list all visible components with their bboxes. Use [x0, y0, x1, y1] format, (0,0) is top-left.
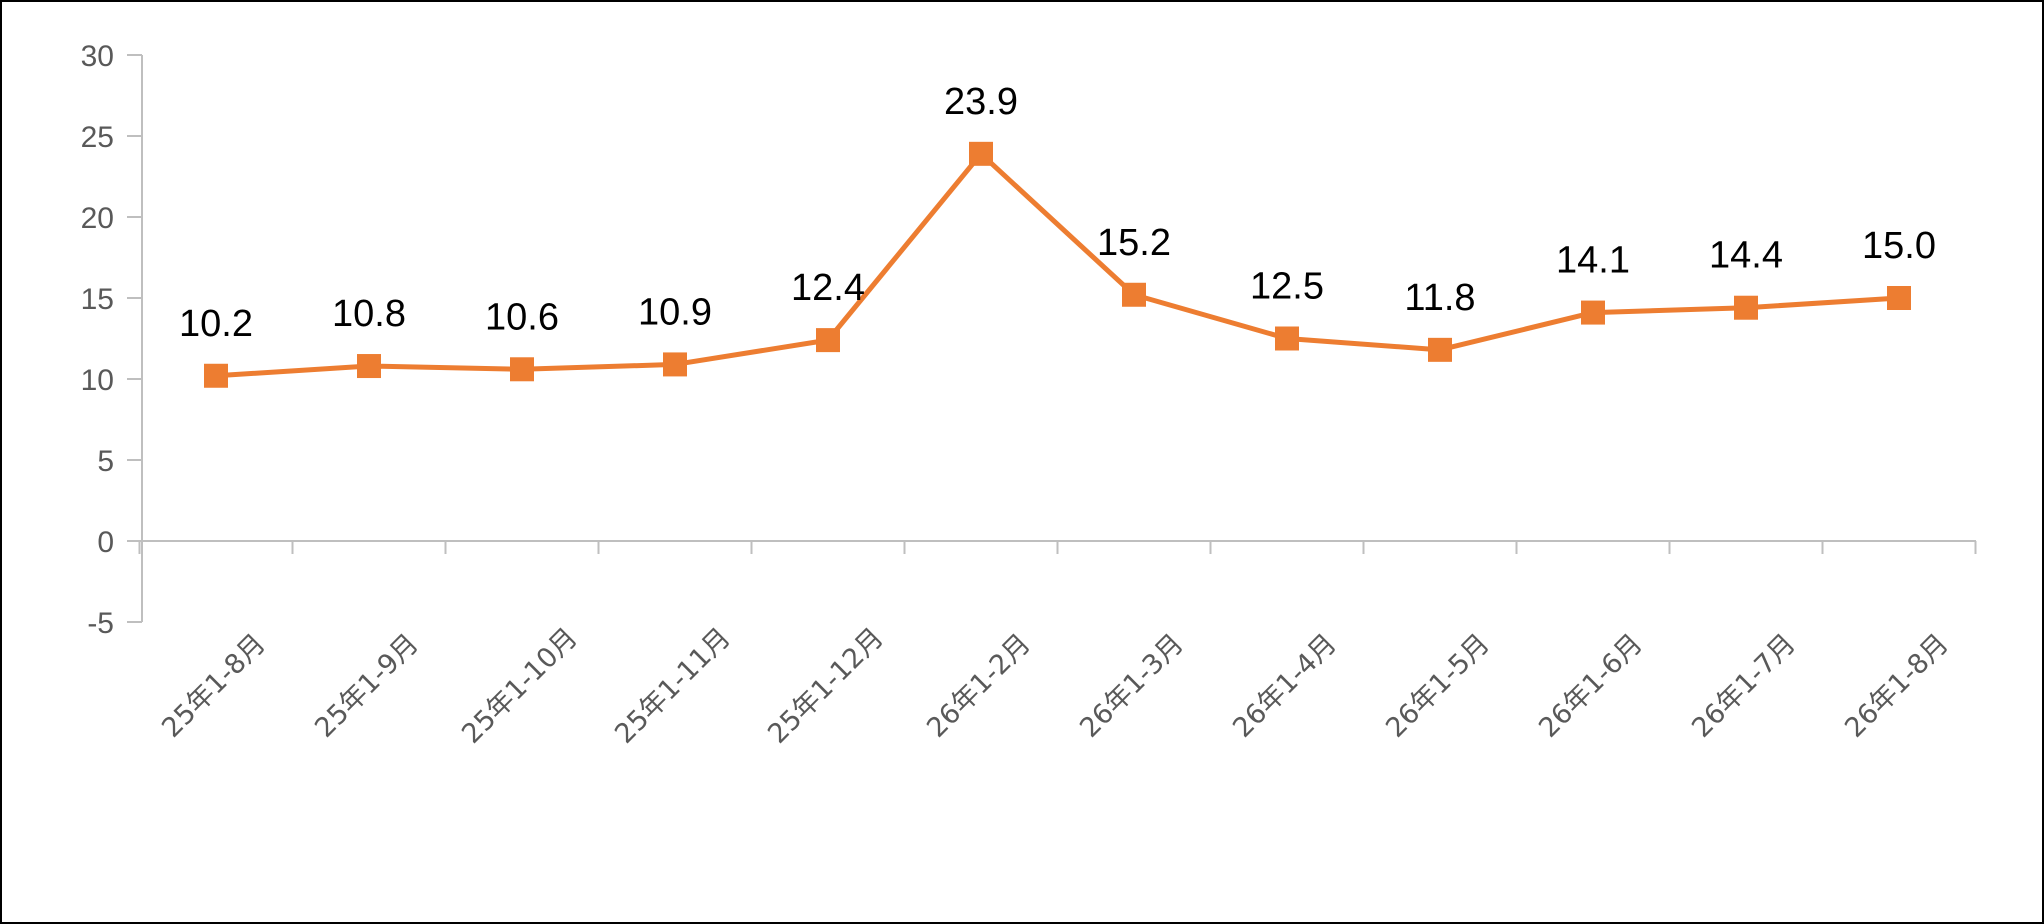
x-category-label: 25年1-8月 — [156, 628, 272, 744]
y-tick-label: 25 — [81, 121, 114, 154]
series-line — [215, 151, 1900, 379]
y-tick-label: 20 — [81, 202, 114, 235]
y-tick-label: 0 — [97, 526, 114, 559]
data-point-marker — [663, 352, 687, 377]
y-tick-label: 5 — [97, 445, 114, 478]
x-category-label: 25年1-12月 — [762, 622, 890, 750]
data-label: 12.4 — [791, 267, 865, 309]
data-label: 10.2 — [179, 303, 253, 345]
x-category-label: 26年1-4月 — [1227, 628, 1343, 744]
data-label: 14.4 — [1709, 235, 1783, 277]
data-point-marker — [969, 141, 993, 166]
x-category-label: 26年1-7月 — [1686, 628, 1802, 744]
data-point-marker — [1581, 300, 1605, 325]
data-label: 23.9 — [944, 81, 1018, 123]
data-point-marker — [1428, 337, 1452, 362]
data-point-marker — [1122, 282, 1146, 307]
x-category-label: 25年1-9月 — [309, 628, 425, 744]
data-label: 10.8 — [332, 293, 406, 335]
data-point-marker — [1734, 295, 1758, 320]
series-layer: 10.2 10.8 10.6 10.9 12.4 23.9 15.2 12.5 11.8 14.1… — [179, 81, 1936, 388]
data-label: 11.8 — [1404, 277, 1475, 319]
x-axis: 25年1-8月 25年1-9月 25年1-10月 25年1-11月 25年1-12月 26… — [138, 540, 1977, 750]
data-label: 10.9 — [638, 291, 712, 333]
y-tick-label: 30 — [81, 40, 114, 73]
data-label: 15.0 — [1862, 225, 1936, 267]
data-point-marker — [816, 328, 840, 353]
x-category-label: 26年1-5月 — [1380, 628, 1496, 744]
data-label: 14.1 — [1556, 240, 1630, 282]
x-category-label: 26年1-2月 — [921, 628, 1037, 744]
x-category-label: 25年1-11月 — [609, 622, 737, 750]
data-point-marker — [1275, 326, 1299, 351]
data-point-marker — [357, 354, 381, 379]
data-point-marker — [204, 363, 228, 388]
y-tick-label: -5 — [87, 607, 114, 640]
y-tick-label: 10 — [81, 364, 114, 397]
data-label: 15.2 — [1097, 222, 1171, 264]
data-point-marker — [510, 357, 534, 382]
y-tick-label: 15 — [81, 283, 114, 316]
x-category-label: 26年1-3月 — [1074, 628, 1190, 744]
data-point-marker — [1887, 286, 1911, 310]
x-category-label: 26年1-6月 — [1533, 628, 1649, 744]
x-category-label: 25年1-10月 — [456, 622, 584, 750]
y-axis: 30 25 20 15 10 5 0 -5 — [81, 40, 143, 640]
data-label: 10.6 — [485, 296, 559, 338]
data-label: 12.5 — [1250, 266, 1324, 308]
x-category-label: 26年1-8月 — [1839, 628, 1955, 744]
